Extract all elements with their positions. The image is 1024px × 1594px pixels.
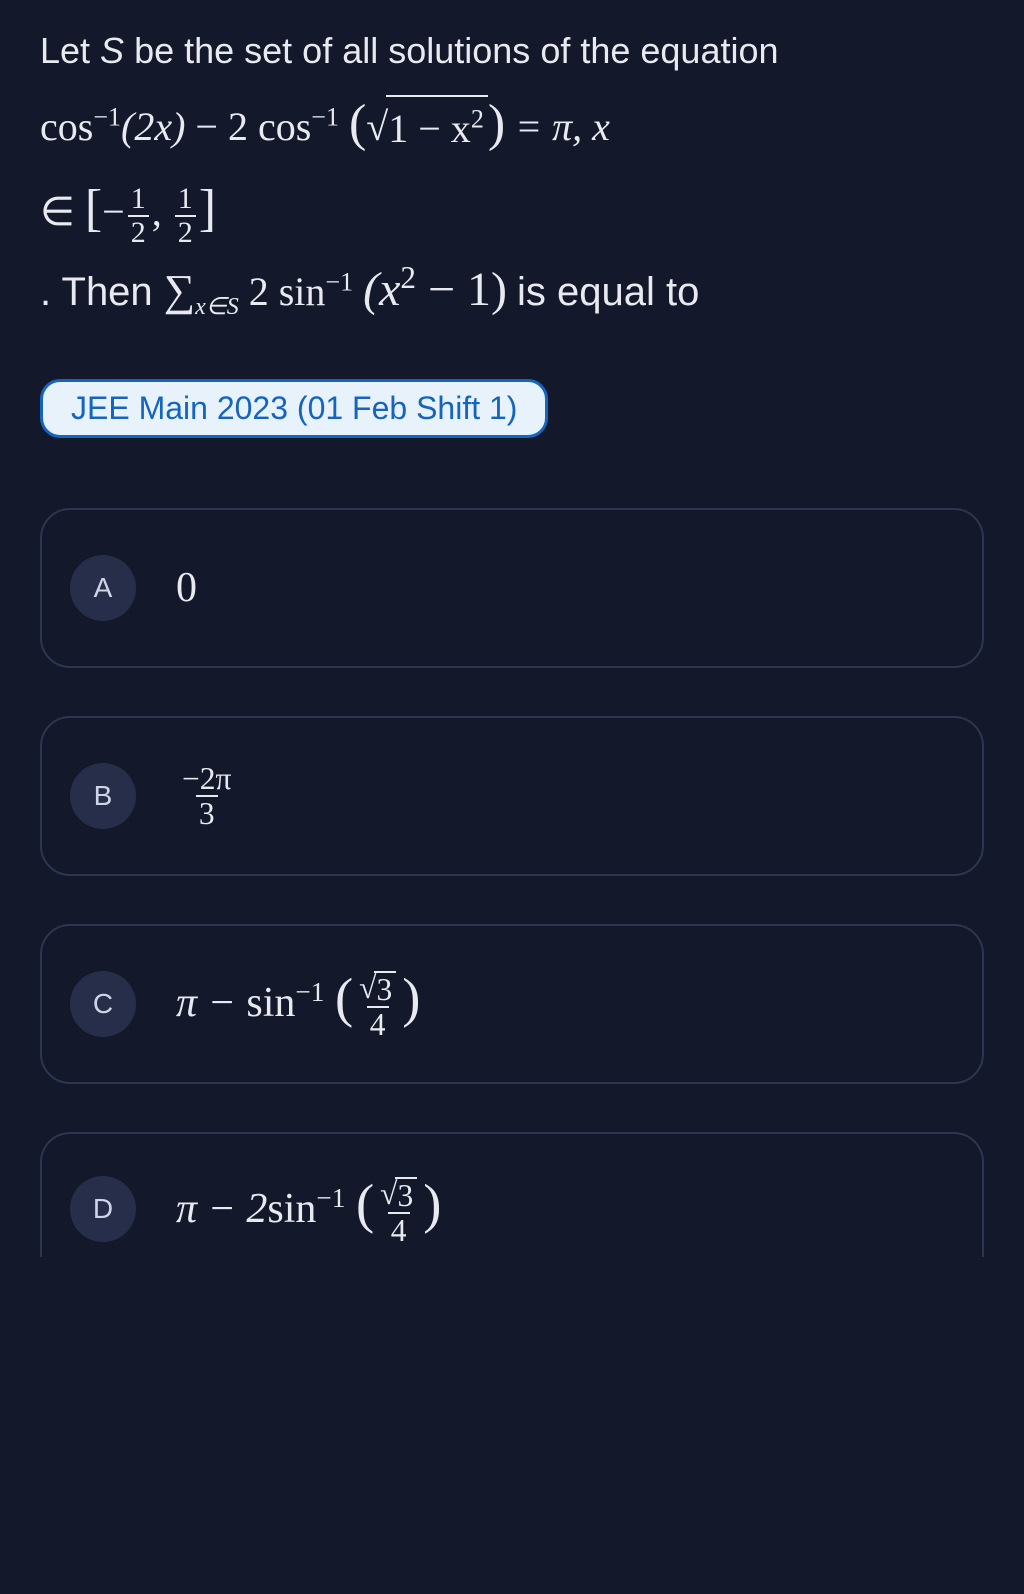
neg: − [102,189,125,234]
sqrt-body: 1 − x [388,106,471,151]
var-s: S [100,30,124,71]
option-b[interactable]: B −2π 3 [40,716,984,876]
paren-open: ( [349,95,366,152]
sum-sup: −1 [325,268,353,297]
sqrt-expr: √1 − x2 [366,95,488,161]
arg1: (2x) [121,104,185,149]
in-sym: ∈ [40,189,75,234]
comma: , [152,189,162,234]
cos2: cos [258,104,311,149]
bracket-close: ] [199,180,216,237]
then-line: . Then ∑x∈S 2 sin−1 (x2 − 1) is equal to [40,252,984,329]
option-c-value: π − sin−1 (√34) [176,966,420,1041]
sup2: −1 [311,102,339,131]
sum-sin: sin [279,269,326,314]
sum-two: 2 [239,269,269,314]
frac-neg-half: 12 [128,183,149,248]
bracket-open: [ [85,180,102,237]
option-c[interactable]: C π − sin−1 (√34) [40,924,984,1084]
equation-line: cos−1(2x) − 2 cos−1 (√1 − x2) = π, x [40,82,984,165]
option-d[interactable]: D π − 2sin−1 (√34) [40,1132,984,1257]
option-d-value: π − 2sin−1 (√34) [176,1172,441,1247]
options-list: A 0 B −2π 3 C π − sin−1 (√34) D π − 2sin… [40,508,984,1257]
option-b-value: −2π 3 [176,762,237,830]
option-letter-b: B [70,763,136,829]
frac-c: √34 [356,971,399,1041]
option-a-value: 0 [176,564,197,612]
cos1: cos [40,104,93,149]
sum-sym: ∑ [164,266,195,315]
text-suffix1: be the set of all solutions of the equat… [124,30,778,71]
exam-tag: JEE Main 2023 (01 Feb Shift 1) [40,379,548,438]
option-letter-d: D [70,1176,136,1242]
sum-sub: x∈S [195,294,239,320]
option-a[interactable]: A 0 [40,508,984,668]
exam-tag-container: JEE Main 2023 (01 Feb Shift 1) [40,379,984,438]
frac-d: √34 [377,1177,420,1247]
domain-line: ∈ [−12, 12] [40,167,984,250]
frac-half: 12 [175,183,196,248]
sqrt-sup: 2 [471,104,484,133]
paren-close: ) [488,95,505,152]
stem-line1: Let S be the set of all solutions of the… [40,30,779,71]
two: 2 [228,104,248,149]
frac-b: −2π 3 [179,762,234,830]
sup1: −1 [93,102,121,131]
text-let: Let [40,30,100,71]
minus: − [195,104,218,149]
then-suffix: is equal to [517,270,699,314]
question-stem: Let S be the set of all solutions of the… [40,22,984,329]
sum-arg: (x2 − 1) [363,263,507,316]
equals-pi-x: = π, x [515,104,610,149]
then-prefix: . Then [40,270,164,314]
option-letter-c: C [70,971,136,1037]
option-letter-a: A [70,555,136,621]
